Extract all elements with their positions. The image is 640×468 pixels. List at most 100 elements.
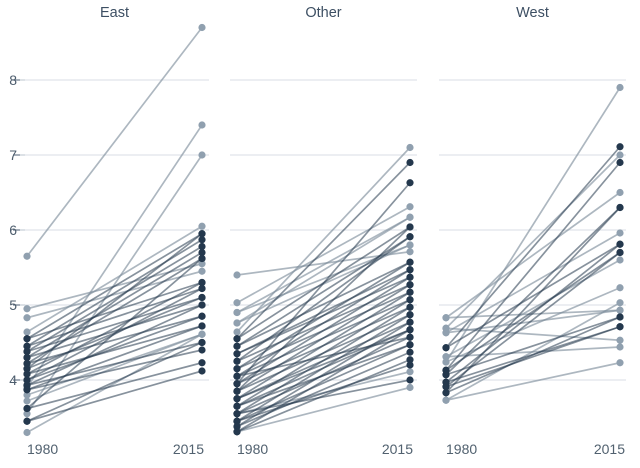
slope-line [445,325,621,388]
slope-line [445,361,621,402]
data-point-1980 [233,365,241,373]
data-point-1980 [23,404,31,413]
y-tick-label-4: 4 [9,372,17,388]
slope-line [26,325,203,375]
data-point-1980 [233,357,241,365]
data-point-2015 [406,326,414,334]
data-point-2015 [406,341,414,349]
data-point-1980 [233,342,241,350]
data-point-2015 [406,203,414,211]
data-point-2015 [198,338,206,347]
data-point-1980 [23,335,31,343]
slope-line [236,386,411,433]
slope-line [236,321,411,428]
data-point-2015 [406,241,414,249]
data-point-1980 [23,417,31,425]
data-point-1980 [23,328,31,336]
data-point-2015 [616,240,624,248]
data-point-2015 [198,301,206,309]
data-point-2015 [198,230,206,238]
data-point-1980 [233,422,241,431]
data-point-2015 [616,306,624,314]
slope-line [445,346,621,358]
data-point-2015 [406,223,414,231]
data-point-2015 [406,356,414,364]
data-point-1980 [233,428,241,436]
data-point-2015 [198,236,206,244]
panel-title-east: East [99,5,129,21]
slope-line [236,244,411,314]
slope-line [236,216,411,314]
data-point-2015 [616,359,624,367]
slope-line [26,225,203,333]
slope-line [26,296,203,353]
slope-line [236,299,411,407]
data-point-1980 [233,319,241,327]
data-point-2015 [198,254,206,263]
slope-line [445,206,621,394]
slope-line [26,270,203,319]
data-point-2015 [406,266,414,274]
slope-line [445,243,621,383]
data-point-1980 [23,386,31,394]
slope-line [236,358,411,433]
data-point-1980 [233,271,241,279]
data-point-2015 [198,330,206,338]
slope-line [26,341,203,387]
slope-line [26,239,203,347]
data-point-2015 [198,284,206,293]
data-point-2015 [406,383,414,392]
x-tick-other-2015: 2015 [381,441,413,457]
slope-line [236,336,411,378]
data-point-1980 [233,417,241,425]
data-point-2015 [406,281,414,289]
data-point-2015 [616,284,624,292]
data-point-2015 [616,143,624,151]
data-point-1980 [233,380,241,388]
slope-line [26,281,203,375]
data-point-1980 [233,335,241,343]
data-point-2015 [198,222,206,230]
data-point-1980 [23,347,31,356]
slope-line [236,236,411,362]
data-point-2015 [406,248,414,256]
data-point-1980 [442,358,450,366]
data-point-1980 [23,305,31,313]
slope-line [26,304,203,387]
data-point-2015 [616,343,624,351]
data-point-2015 [406,213,414,221]
slope-line [236,269,411,377]
panel-title-other: Other [305,5,342,21]
data-point-2015 [198,322,206,330]
slope-line [236,329,411,433]
data-point-2015 [198,242,206,251]
slope-line [26,154,203,415]
data-point-2015 [198,312,206,320]
data-point-2015 [406,376,414,384]
data-point-1980 [442,324,450,332]
data-point-2015 [616,248,624,257]
slope-line [26,257,203,410]
slope-line [445,251,621,371]
slope-line [236,284,411,392]
slope-line [26,341,203,423]
data-point-1980 [233,308,241,317]
data-point-2015 [198,151,206,159]
slope-line [445,146,621,349]
slope-line [236,261,411,348]
data-point-2015 [198,267,206,275]
x-tick-other-1980: 1980 [237,441,269,457]
data-point-1980 [442,353,450,361]
slope-line [26,315,203,381]
y-tick-label-7: 7 [9,147,17,163]
data-point-2015 [406,273,414,281]
slope-line [26,370,203,423]
slope-line [236,216,411,324]
data-point-1980 [23,342,31,350]
data-point-1980 [233,299,241,307]
data-point-1980 [23,410,31,418]
data-point-1980 [233,402,241,410]
slope-line [445,161,621,371]
data-point-2015 [406,296,414,304]
